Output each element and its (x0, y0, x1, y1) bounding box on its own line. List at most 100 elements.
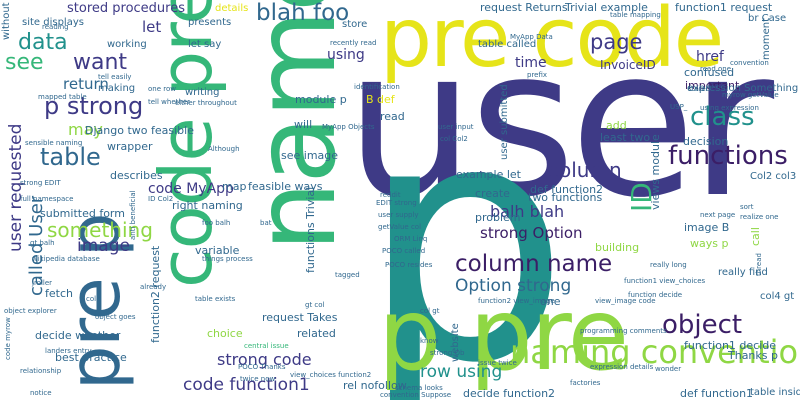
word-want: want (73, 50, 128, 75)
word-user-supply: user supply (378, 211, 419, 219)
word-sort: sort (740, 203, 754, 211)
word-decide-function2: decide function2 (463, 387, 556, 400)
word-know: tagged (335, 271, 360, 279)
word-p: p (360, 51, 569, 400)
word-object-goes: object goes (95, 313, 136, 321)
word-object: object (662, 310, 743, 340)
word-example-let: example let (456, 168, 521, 181)
word-expression-details: expression details (590, 363, 654, 371)
word-tell-whether: tell whether (148, 98, 190, 106)
word-site-displays: site displays (22, 17, 84, 28)
word-without: without (1, 2, 12, 40)
word-although: bat (260, 219, 272, 227)
word-see-image: see image (281, 149, 339, 162)
word-strong-ob: jroller (32, 279, 53, 287)
word-class: class (690, 102, 755, 132)
word-href: href (696, 49, 724, 65)
word-def-function1: def function1 (680, 387, 754, 400)
word-anti-beneficial: reddit (380, 191, 401, 199)
word-let: let (142, 18, 162, 36)
word-details: details (215, 3, 249, 14)
word-functions-trivial: functions Trivial (304, 186, 317, 273)
word-poco-resides: POCO resides (385, 261, 433, 269)
word-decide-whether: decide whether (35, 329, 121, 342)
word-wrapper: wrapper (107, 140, 153, 153)
word-column: column (548, 158, 622, 182)
word-create: create (475, 187, 510, 200)
word-realize-one: really long (650, 261, 687, 269)
word-twice-now: realize one (740, 213, 779, 221)
word-column-name: column name (455, 251, 613, 277)
word-b-def: B def (366, 93, 395, 106)
word-really-long: function1 view_choices (624, 277, 706, 285)
word-functionality-purpose: object explorer (4, 307, 57, 315)
word-factories: factories (570, 379, 601, 387)
word-things-process: things process (202, 255, 253, 263)
word-identification: anti beneficial (129, 190, 137, 240)
word-table-called: table called (478, 39, 537, 50)
word-usp: USP_ (670, 103, 688, 111)
word-tell-easily: tell easily (98, 73, 132, 81)
word-one: one (540, 295, 561, 308)
word-code-function1: code function1 (183, 375, 310, 395)
word-stored-procedures: stored procedures (67, 1, 185, 16)
word-ways-p: ways p (690, 237, 729, 250)
word-function-decide: programming comments (580, 327, 667, 335)
word-tagged: strong Ob (430, 349, 465, 357)
word-using: using (327, 47, 365, 63)
word-next-page: next page (700, 211, 736, 219)
word-important: important (685, 79, 740, 92)
word-naming-convention: naming convention (510, 333, 800, 371)
word-programming-comments: thread (755, 253, 763, 276)
word-related: related (297, 327, 336, 340)
word-best-practice: best practice (55, 351, 127, 364)
word-least-two: least two (600, 131, 651, 144)
word-row-using: row using (420, 362, 503, 382)
word-will: will (294, 118, 313, 131)
word-request-takes: request Takes (262, 311, 338, 324)
word-confused: confused (684, 66, 735, 79)
word-issue-twice: issue twice (478, 359, 517, 367)
word-central-issue: twice now (240, 375, 276, 383)
word-call: call (749, 227, 762, 246)
word-request-returns: request Returns (480, 1, 568, 14)
word-writing: writing (185, 87, 220, 98)
word-views-module: views module (649, 134, 662, 210)
word-read-one: identification (354, 83, 400, 91)
word-module-p: module p (295, 93, 347, 106)
word-either-throughout: either throughout (175, 99, 237, 107)
word-stored: function decide (628, 291, 683, 299)
word-gt-balh: gt balh (30, 239, 55, 247)
word-right-naming: right naming (172, 199, 243, 212)
word-map: map (222, 180, 247, 193)
word-user-submitted: user submitted (499, 84, 510, 160)
word-br-case: br Case (748, 13, 787, 24)
word-let-say: let say (188, 39, 222, 50)
word-strong-edit: strong EDIT (20, 179, 61, 187)
word-submitted-form: submitted form (40, 207, 125, 220)
word-relationship: notice (30, 389, 52, 397)
word-code-myapp: code MyApp (148, 181, 234, 197)
word-thanks-p: Thanks p (728, 349, 778, 362)
word-p-strong: p strong (44, 92, 144, 120)
word-add: add (606, 119, 627, 132)
word-jroller: wikipedia database (32, 255, 100, 263)
word-getvalue-col: getValue col (378, 223, 422, 231)
word-presents: presents (188, 17, 232, 28)
word-rel-nofollow: rel nofollow (343, 379, 407, 392)
word-schema-looks: schema looks (395, 384, 443, 392)
word-working: working (107, 39, 147, 50)
word-image-b: image B (684, 221, 730, 234)
word-view-choices-function2: view_choices function2 (290, 371, 372, 379)
word-making: making (98, 83, 136, 94)
word-variable: variable (195, 244, 240, 257)
word-data: data (18, 30, 68, 55)
word-functions: functions (668, 141, 788, 171)
word-myrow-getvalue: read one (700, 65, 732, 73)
word-table: table (40, 143, 101, 171)
word-option-strong: Option strong (455, 276, 572, 296)
word-reddit: Although (208, 145, 240, 153)
word-already: col4 (86, 295, 101, 303)
word-strong-code: strong code (217, 350, 312, 369)
